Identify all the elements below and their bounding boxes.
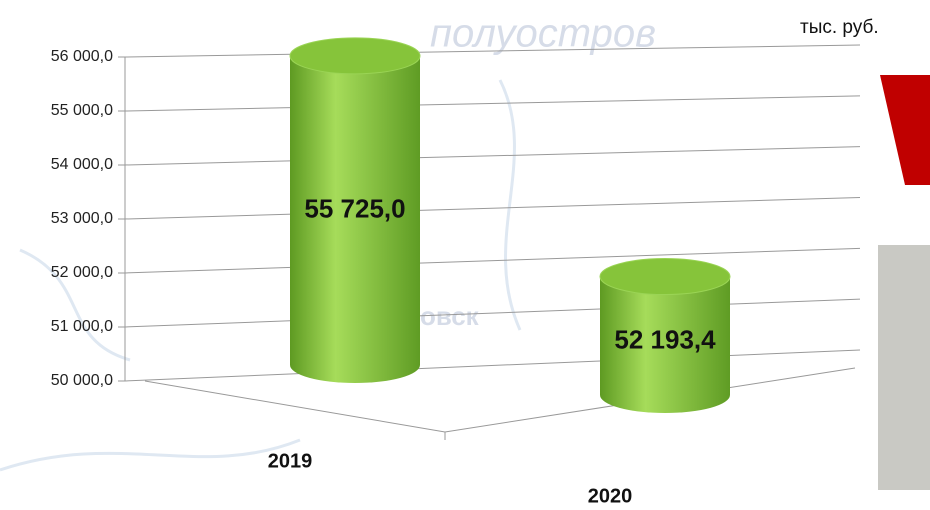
y-tick-label: 55 000,0 (51, 102, 113, 119)
value-label: 55 725,0 (304, 193, 405, 223)
grid-line (125, 198, 860, 220)
bar-top (290, 38, 420, 74)
photo (878, 245, 930, 490)
grid-line (125, 147, 860, 165)
y-tick-label: 51 000,0 (51, 318, 113, 335)
arrow-icon (880, 75, 930, 185)
y-tick-label: 54 000,0 (51, 156, 113, 173)
y-tick-label: 53 000,0 (51, 210, 113, 227)
x-tick-label: 2020 (588, 485, 633, 507)
y-tick-label: 56 000,0 (51, 48, 113, 65)
bar-top (600, 259, 730, 295)
x-tick-label: 2019 (268, 450, 313, 472)
y-tick-label: 52 000,0 (51, 264, 113, 281)
grid-line (125, 350, 860, 381)
grid-line (125, 248, 860, 273)
grid-line (125, 299, 860, 327)
y-tick-label: 50 000,0 (51, 372, 113, 389)
floor-edge (145, 368, 855, 432)
unit-label: тыс. руб. (800, 17, 879, 38)
chart: полуостров овск тыс. руб. 50 000,051 000… (0, 0, 930, 510)
grid-line (125, 96, 860, 111)
value-label: 52 193,4 (614, 325, 716, 355)
